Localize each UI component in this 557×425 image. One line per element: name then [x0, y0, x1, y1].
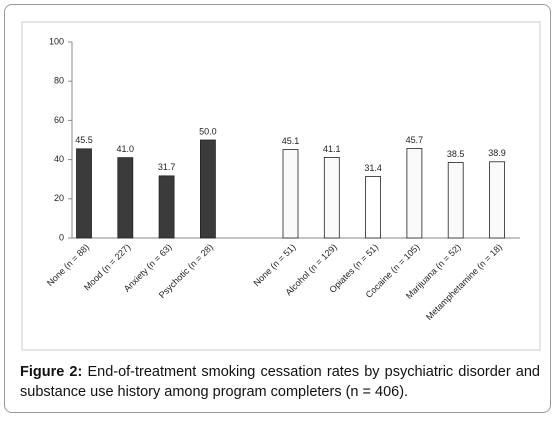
y-tick-label: 100 [49, 36, 64, 46]
x-tick-label: None (n = 88) [45, 242, 91, 288]
x-tick-label: None (n = 51) [251, 242, 297, 288]
caption: Figure 2: End-of-treatment smoking cessa… [20, 362, 540, 402]
caption-label: Figure 2: [20, 364, 83, 380]
bar [365, 176, 382, 239]
value-label: 41.0 [117, 144, 135, 154]
value-label: 41.1 [323, 144, 341, 154]
x-tick-label: Metamphetamine (n = 18) [424, 242, 504, 322]
y-tick-label: 20 [54, 193, 64, 203]
bar [323, 157, 340, 239]
y-tick-label: 0 [59, 232, 64, 242]
y-tick-label: 80 [54, 76, 64, 86]
y-tick-label: 60 [54, 115, 64, 125]
value-label: 45.5 [75, 135, 93, 145]
bar [76, 148, 92, 239]
y-tick-label: 40 [54, 154, 64, 164]
value-label: 50.0 [199, 126, 217, 136]
value-label: 38.5 [447, 149, 465, 159]
plot-frame [21, 21, 541, 351]
value-label: 45.7 [406, 135, 424, 145]
value-label: 45.1 [282, 136, 300, 146]
caption-text: End-of-treatment smoking cessation rates… [20, 364, 540, 400]
bar [117, 157, 134, 239]
bar [447, 162, 464, 239]
bar [158, 175, 175, 239]
value-label: 31.7 [158, 162, 176, 172]
bar [199, 139, 216, 239]
value-label: 31.4 [364, 163, 382, 173]
bar [282, 149, 299, 239]
bar [406, 148, 423, 239]
value-label: 38.9 [488, 148, 506, 158]
bar [489, 161, 505, 239]
figure-frame [4, 4, 551, 413]
